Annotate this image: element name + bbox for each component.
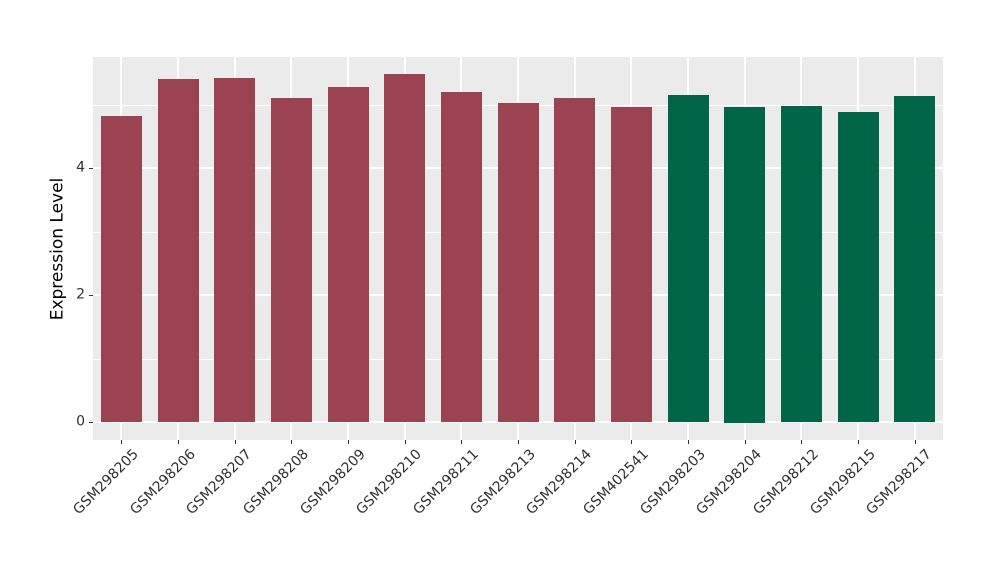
plot-panel (93, 57, 943, 440)
bar-GSM298212 (781, 106, 822, 422)
x-axis-tick (121, 440, 122, 444)
x-axis-tick (235, 440, 236, 444)
x-axis-tick (178, 440, 179, 444)
bar-GSM298204 (724, 107, 765, 423)
x-axis-tick (518, 440, 519, 444)
x-axis-tick (688, 440, 689, 444)
y-axis-tick (89, 422, 93, 423)
y-axis-tick-label: 4 (76, 159, 85, 176)
x-axis-tick (405, 440, 406, 444)
y-axis-tick (89, 168, 93, 169)
x-axis-tick (348, 440, 349, 444)
bar-GSM298210 (384, 74, 425, 422)
x-axis-tick (745, 440, 746, 444)
major-gridline (93, 421, 943, 423)
x-axis-tick (461, 440, 462, 444)
y-axis-tick-label: 2 (76, 286, 85, 303)
y-axis-tick-label: 0 (76, 413, 85, 430)
x-axis-tick (915, 440, 916, 444)
x-axis-tick (858, 440, 859, 444)
bar-GSM298214 (554, 98, 595, 422)
bar-GSM298213 (498, 103, 539, 422)
x-axis-tick (631, 440, 632, 444)
bar-GSM298207 (214, 78, 255, 422)
y-axis-tick (89, 295, 93, 296)
bar-GSM298211 (441, 92, 482, 422)
bar-GSM298215 (838, 112, 879, 422)
bar-GSM298203 (668, 95, 709, 422)
x-axis-tick (575, 440, 576, 444)
bar-GSM298209 (328, 87, 369, 422)
x-axis-tick (801, 440, 802, 444)
bar-GSM298208 (271, 98, 312, 422)
bar-GSM298205 (101, 116, 142, 422)
x-axis-tick (291, 440, 292, 444)
bar-GSM402541 (611, 107, 652, 422)
bar-GSM298217 (894, 96, 935, 422)
y-axis-title: Expression Level (46, 57, 68, 440)
bar-GSM298206 (158, 79, 199, 422)
